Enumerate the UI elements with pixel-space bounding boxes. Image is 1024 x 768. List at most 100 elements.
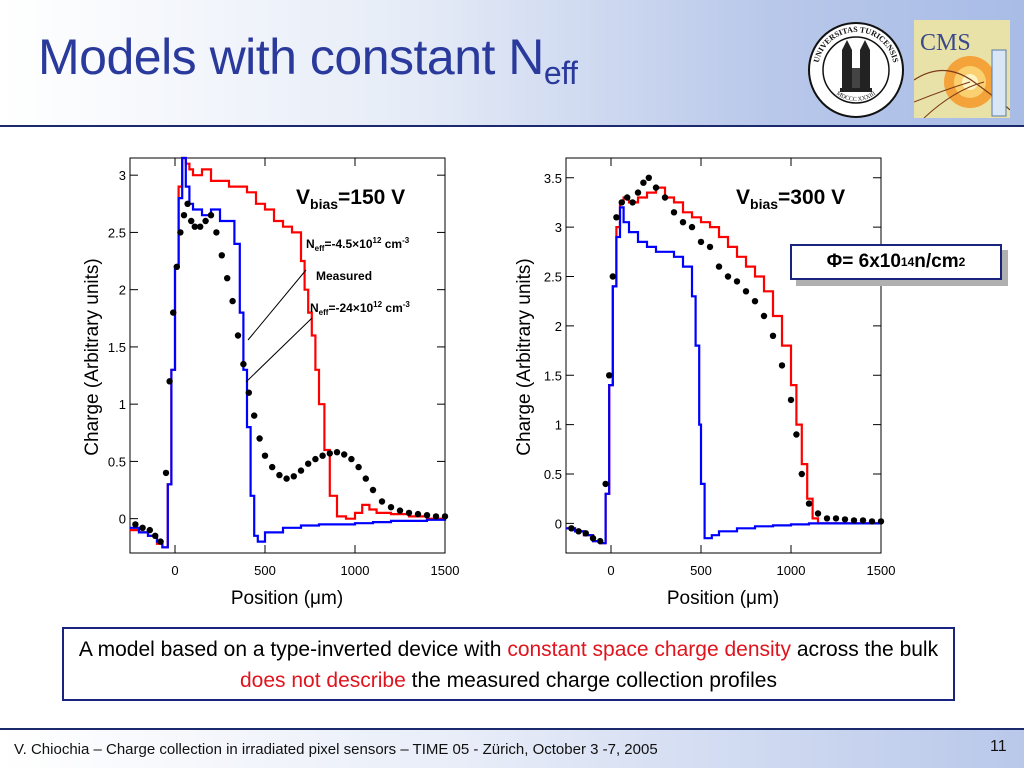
- measured-point: [180, 212, 188, 219]
- measured-point: [798, 470, 805, 478]
- x-tick-label: 1500: [431, 563, 460, 578]
- measured-point: [341, 451, 348, 458]
- measured-point: [609, 273, 616, 280]
- measured-point: [634, 189, 642, 196]
- measured-point: [606, 372, 613, 379]
- measured-point: [441, 513, 449, 520]
- measured-point: [333, 449, 341, 456]
- measured-point: [841, 516, 849, 523]
- fluence-unit: n/cm: [914, 251, 959, 272]
- header-divider: [0, 125, 1024, 127]
- measured-point: [597, 537, 604, 545]
- series-line: [130, 156, 447, 549]
- measured-point: [859, 517, 867, 524]
- annotation-neff-4.5: Neff=-4.5×1012 cm-3: [306, 236, 410, 253]
- measured-point: [369, 486, 377, 494]
- note-highlight: constant space charge density: [507, 638, 792, 661]
- plot-frame: [129, 157, 446, 554]
- charge-profile-chart-300v: Charge (Arbitrary units) Position (μm) 0…: [514, 157, 895, 609]
- measured-point: [348, 455, 355, 463]
- measured-point: [319, 452, 326, 459]
- measured-point: [166, 378, 173, 385]
- annotations: Neff=-4.5×1012 cm-3 Measured Neff=-24×10…: [306, 236, 410, 317]
- measured-point: [396, 507, 404, 514]
- measured-point: [378, 498, 386, 505]
- measured-point: [290, 473, 297, 480]
- note-text: across the bulk: [791, 638, 939, 661]
- measured-point: [652, 184, 660, 191]
- measured-point: [251, 412, 258, 419]
- measured-point: [132, 521, 139, 528]
- vbias-label: Vbias=150 V: [296, 186, 405, 212]
- measured-point: [173, 263, 180, 270]
- measured-point: [568, 525, 575, 532]
- measured-point: [207, 212, 215, 219]
- measured-point: [312, 455, 319, 463]
- measured-point: [234, 332, 242, 339]
- series-line: [566, 206, 881, 545]
- measured-point: [688, 223, 696, 231]
- conclusion-box: A model based on a type-inverted device …: [62, 627, 955, 701]
- measured-point: [679, 219, 687, 226]
- series-group: [130, 156, 449, 549]
- measured-point: [362, 475, 369, 482]
- y-tick-label: 1: [119, 397, 126, 412]
- annotation-pointer: [247, 269, 307, 341]
- measured-point: [715, 263, 723, 270]
- measured-point: [326, 450, 333, 457]
- measured-point: [245, 389, 252, 396]
- measured-point: [602, 480, 609, 488]
- measured-point: [256, 435, 263, 442]
- y-ticks: 0 0.5 1 1.5 2 2.5 3: [108, 168, 445, 527]
- measured-point: [661, 194, 669, 201]
- fluence-label: Φ = 6x10 14 n/cm 2: [790, 244, 1002, 280]
- measured-point: [414, 510, 422, 518]
- measured-point: [184, 200, 191, 207]
- y-tick-label: 2.5: [108, 225, 126, 240]
- fluence-value: = 6x10: [842, 251, 901, 272]
- measured-point: [582, 530, 589, 537]
- measured-point: [146, 526, 153, 534]
- series-group: [566, 174, 885, 545]
- measured-point: [276, 471, 283, 479]
- x-tick-label: 500: [254, 563, 276, 578]
- note-text: the measured charge collection profiles: [405, 669, 777, 692]
- measured-point: [787, 396, 795, 404]
- y-tick-label: 3.5: [544, 171, 562, 186]
- footer-divider: [0, 728, 1024, 730]
- plot-frame: [565, 157, 882, 554]
- measured-point: [202, 217, 209, 225]
- annotation-pointer: [245, 317, 313, 383]
- measured-point: [432, 513, 440, 520]
- measured-point: [355, 463, 362, 471]
- measured-point: [229, 297, 236, 305]
- measured-point: [805, 500, 813, 507]
- measured-point: [152, 532, 159, 539]
- x-tick-label: 500: [690, 563, 712, 578]
- measured-point: [197, 223, 204, 230]
- measured-point: [877, 518, 885, 525]
- plot-300v: Charge (Arbitrary units) Position (μm) 0…: [508, 152, 898, 617]
- measured-point: [823, 515, 831, 522]
- measured-point: [706, 243, 714, 251]
- measured-point: [769, 332, 777, 339]
- series-line: [130, 156, 445, 549]
- measured-point: [423, 512, 431, 519]
- note-text: A model based on a type-inverted device …: [78, 638, 508, 661]
- y-tick-label: 2: [555, 319, 562, 334]
- charge-profile-chart-150v: Charge (Arbitrary units) Position (μm) 0…: [82, 156, 460, 609]
- footer-background: [0, 730, 1024, 768]
- y-tick-label: 0: [555, 516, 562, 531]
- footer-citation: V. Chiochia – Charge collection in irrad…: [14, 741, 658, 758]
- y-tick-label: 1.5: [108, 340, 126, 355]
- measured-point: [733, 278, 741, 285]
- measured-point: [814, 510, 822, 517]
- measured-point: [191, 223, 198, 230]
- measured-point: [760, 312, 768, 320]
- measured-point: [751, 298, 759, 305]
- y-tick-label: 1: [555, 418, 562, 433]
- x-axis-title: Position (μm): [667, 588, 779, 609]
- x-tick-label: 1000: [777, 563, 806, 578]
- measured-point: [218, 252, 225, 259]
- plot-150v: Charge (Arbitrary units) Position (μm) 0…: [70, 152, 460, 617]
